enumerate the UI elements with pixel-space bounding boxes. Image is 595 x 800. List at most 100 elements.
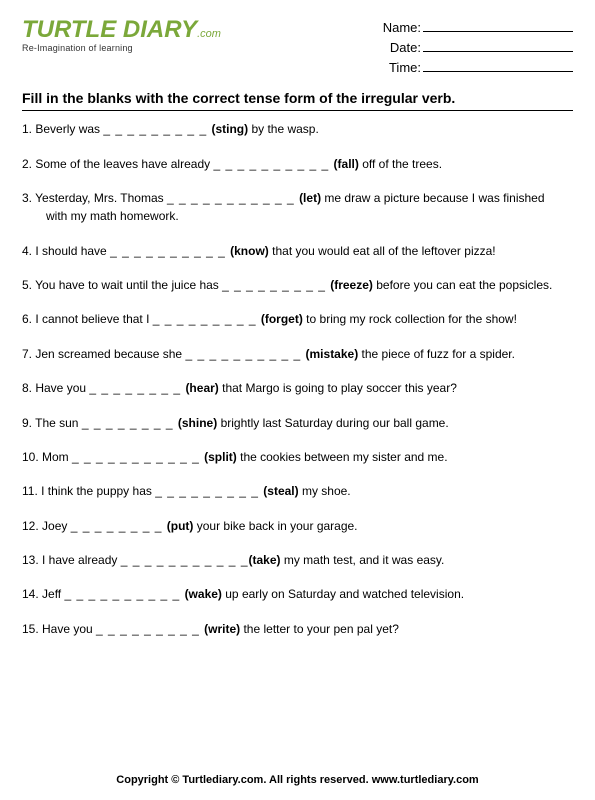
question-pre: Have you (35, 381, 89, 395)
question-number: 12. (22, 519, 42, 533)
question-number: 15. (22, 622, 42, 636)
question-post: to bring my rock collection for the show… (303, 312, 517, 326)
question-post: up early on Saturday and watched televis… (222, 587, 464, 601)
questions-list: 1. Beverly was _ _ _ _ _ _ _ _ _ (sting)… (22, 121, 573, 637)
question-pre: I cannot believe that I (35, 312, 152, 326)
question-item: 1. Beverly was _ _ _ _ _ _ _ _ _ (sting)… (22, 121, 573, 137)
question-blank[interactable]: _ _ _ _ _ _ _ _ _ (103, 122, 211, 136)
question-blank[interactable]: _ _ _ _ _ _ _ _ _ (155, 484, 263, 498)
question-number: 8. (22, 381, 35, 395)
question-verb: (freeze) (330, 278, 373, 292)
question-blank[interactable]: _ _ _ _ _ _ _ _ _ (153, 312, 261, 326)
question-number: 1. (22, 122, 35, 136)
question-post: my math test, and it was easy. (281, 553, 445, 567)
header: TURTLE DIARY.com Re-Imagination of learn… (22, 18, 573, 78)
question-item: 12. Joey _ _ _ _ _ _ _ _ (put) your bike… (22, 518, 573, 534)
meta-block: Name: Date: Time: (383, 18, 573, 78)
question-blank[interactable]: _ _ _ _ _ _ _ _ _ _ (64, 587, 184, 601)
question-pre: I have already (42, 553, 121, 567)
question-item: 13. I have already _ _ _ _ _ _ _ _ _ _ _… (22, 552, 573, 568)
question-post: brightly last Saturday during our ball g… (217, 416, 448, 430)
question-item: 6. I cannot believe that I _ _ _ _ _ _ _… (22, 311, 573, 327)
question-item: 15. Have you _ _ _ _ _ _ _ _ _ (write) t… (22, 621, 573, 637)
question-number: 6. (22, 312, 35, 326)
question-item: 3. Yesterday, Mrs. Thomas _ _ _ _ _ _ _ … (22, 190, 573, 224)
question-pre: The sun (35, 416, 82, 430)
question-item: 10. Mom _ _ _ _ _ _ _ _ _ _ _ (split) th… (22, 449, 573, 465)
question-blank[interactable]: _ _ _ _ _ _ _ _ _ _ _ (167, 191, 299, 205)
question-blank[interactable]: _ _ _ _ _ _ _ _ (89, 381, 185, 395)
question-verb: (hear) (185, 381, 218, 395)
question-verb: (take) (249, 553, 281, 567)
question-number: 14. (22, 587, 42, 601)
time-label: Time: (389, 60, 421, 75)
question-pre: I think the puppy has (41, 484, 155, 498)
time-field[interactable] (423, 71, 573, 72)
footer: Copyright © Turtlediary.com. All rights … (0, 774, 595, 786)
question-verb: (split) (204, 450, 237, 464)
question-item: 7. Jen screamed because she _ _ _ _ _ _ … (22, 346, 573, 362)
question-item: 8. Have you _ _ _ _ _ _ _ _ (hear) that … (22, 380, 573, 396)
question-blank[interactable]: _ _ _ _ _ _ _ _ _ (222, 278, 330, 292)
question-item: 14. Jeff _ _ _ _ _ _ _ _ _ _ (wake) up e… (22, 586, 573, 602)
name-field[interactable] (423, 31, 573, 32)
question-verb: (know) (230, 244, 269, 258)
question-post: my shoe. (299, 484, 351, 498)
question-pre: Jen screamed because she (35, 347, 185, 361)
meta-time: Time: (383, 58, 573, 78)
question-verb: (wake) (185, 587, 222, 601)
question-item: 5. You have to wait until the juice has … (22, 277, 573, 293)
question-number: 3. (22, 191, 35, 205)
question-number: 13. (22, 553, 42, 567)
question-item: 4. I should have _ _ _ _ _ _ _ _ _ _ (kn… (22, 243, 573, 259)
date-field[interactable] (423, 51, 573, 52)
question-blank[interactable]: _ _ _ _ _ _ _ _ (82, 416, 178, 430)
question-post: that you would eat all of the leftover p… (269, 244, 496, 258)
question-blank[interactable]: _ _ _ _ _ _ _ _ _ _ (213, 157, 333, 171)
logo: TURTLE DIARY.com Re-Imagination of learn… (22, 18, 223, 53)
question-pre: Yesterday, Mrs. Thomas (35, 191, 167, 205)
question-blank[interactable]: _ _ _ _ _ _ _ _ _ _ _ (121, 553, 249, 567)
meta-name: Name: (383, 18, 573, 38)
question-pre: Beverly was (35, 122, 103, 136)
logo-suffix: .com (197, 28, 221, 40)
question-post: the letter to your pen pal yet? (240, 622, 399, 636)
name-label: Name: (383, 20, 421, 35)
question-verb: (fall) (334, 157, 359, 171)
question-number: 7. (22, 347, 35, 361)
meta-date: Date: (383, 38, 573, 58)
question-verb: (mistake) (306, 347, 359, 361)
question-item: 9. The sun _ _ _ _ _ _ _ _ (shine) brigh… (22, 415, 573, 431)
question-post: by the wasp. (248, 122, 319, 136)
question-number: 4. (22, 244, 35, 258)
question-post: the cookies between my sister and me. (237, 450, 448, 464)
question-pre: Joey (42, 519, 71, 533)
question-continuation: with my math homework. (46, 208, 573, 224)
question-verb: (sting) (211, 122, 248, 136)
question-verb: (forget) (261, 312, 303, 326)
question-pre: Jeff (42, 587, 64, 601)
question-number: 5. (22, 278, 35, 292)
question-blank[interactable]: _ _ _ _ _ _ _ _ (71, 519, 167, 533)
question-verb: (put) (167, 519, 194, 533)
logo-tagline: Re-Imagination of learning (22, 43, 223, 53)
question-blank[interactable]: _ _ _ _ _ _ _ _ _ _ _ (72, 450, 204, 464)
question-blank[interactable]: _ _ _ _ _ _ _ _ _ _ (185, 347, 305, 361)
question-post: before you can eat the popsicles. (373, 278, 552, 292)
question-item: 2. Some of the leaves have already _ _ _… (22, 156, 573, 172)
question-pre: Some of the leaves have already (35, 157, 213, 171)
question-post: your bike back in your garage. (193, 519, 357, 533)
question-post: the piece of fuzz for a spider. (358, 347, 515, 361)
question-number: 9. (22, 416, 35, 430)
question-blank[interactable]: _ _ _ _ _ _ _ _ _ _ (110, 244, 230, 258)
question-number: 10. (22, 450, 42, 464)
question-pre: Mom (42, 450, 72, 464)
question-verb: (let) (299, 191, 321, 205)
question-pre: You have to wait until the juice has (35, 278, 222, 292)
divider (22, 110, 573, 111)
question-verb: (steal) (263, 484, 298, 498)
question-number: 11. (22, 484, 41, 498)
question-blank[interactable]: _ _ _ _ _ _ _ _ _ (96, 622, 204, 636)
question-post: off of the trees. (359, 157, 442, 171)
question-pre: I should have (35, 244, 110, 258)
